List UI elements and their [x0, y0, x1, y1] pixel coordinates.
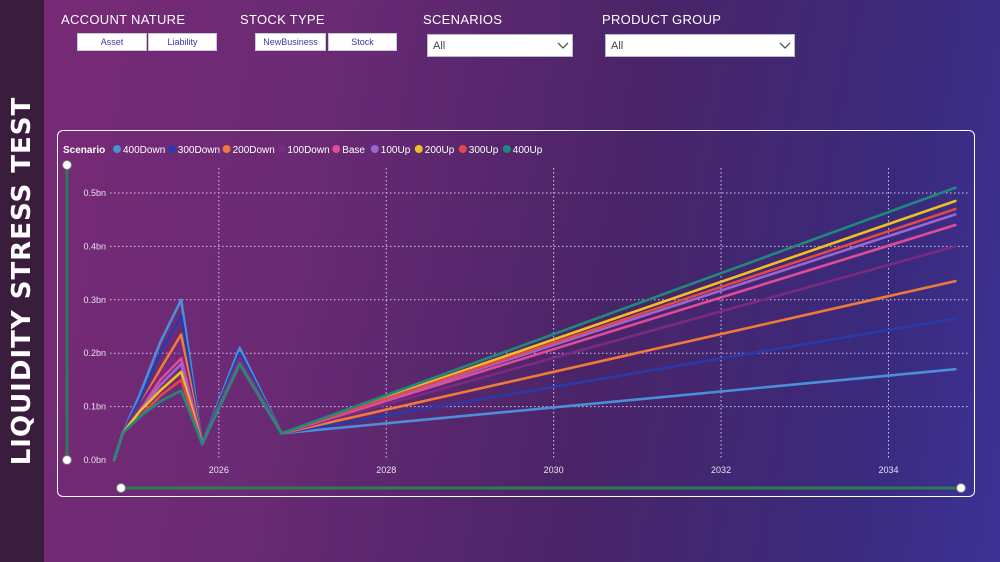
series-line-200Up[interactable] — [112, 199, 957, 462]
scenarios-dropdown[interactable]: All — [427, 34, 573, 57]
x-tick-label: 2032 — [711, 465, 731, 475]
series-line-300Down[interactable] — [112, 314, 957, 462]
legend-marker — [370, 145, 379, 153]
x-tick-label: 2028 — [376, 465, 396, 475]
stock-type-stock-button[interactable]: Stock — [328, 33, 397, 51]
y-tick-label: 0.3bn — [83, 295, 106, 305]
legend-item-label[interactable]: 400Down — [123, 145, 165, 156]
account-nature-liability-button[interactable]: Liability — [148, 33, 217, 51]
legend-marker — [113, 145, 121, 153]
chart-container — [57, 130, 975, 497]
account-nature-label: ACCOUNT NATURE — [61, 12, 186, 27]
account-nature-asset-button[interactable]: Asset — [77, 33, 147, 51]
side-bar: LIQUIDITY STRESS TEST — [0, 0, 44, 562]
legend-item-label[interactable]: 200Up — [425, 145, 455, 156]
legend-item-label[interactable]: 300Up — [469, 145, 499, 156]
legend-marker — [277, 145, 286, 153]
x-tick-label: 2026 — [209, 465, 229, 475]
y-range-slider-handle-bottom[interactable] — [62, 455, 72, 465]
legend-item-label[interactable]: 200Down — [233, 145, 275, 156]
legend-item-label[interactable]: Base — [342, 145, 365, 156]
legend-marker — [332, 145, 341, 153]
legend-item-label[interactable]: 100Up — [381, 145, 411, 156]
scenarios-label: SCENARIOS — [423, 12, 503, 27]
chart-legend: Scenario 400Down 300Down 200Down 100Down Bas… — [63, 145, 543, 156]
stock-type-newbusiness-button[interactable]: NewBusiness — [255, 33, 326, 51]
x-tick-label: 2034 — [878, 465, 898, 475]
product-group-dropdown[interactable]: All — [605, 34, 795, 57]
y-tick-label: 0.2bn — [83, 348, 106, 358]
x-axis: 2026 2028 2030 2032 2034 — [209, 465, 899, 475]
series-line-400Up[interactable] — [112, 186, 957, 462]
y-tick-label: 0.4bn — [83, 241, 106, 251]
legend-marker — [502, 145, 511, 153]
stock-type-label: STOCK TYPE — [240, 12, 325, 27]
legend-marker — [167, 145, 176, 153]
x-range-slider-handle-right[interactable] — [956, 483, 966, 493]
legend-marker — [222, 145, 231, 153]
x-range-slider-handle-left[interactable] — [116, 483, 126, 493]
y-tick-label: 0.0bn — [83, 455, 106, 465]
product-group-selected-value: All — [611, 39, 624, 52]
legend-marker — [414, 145, 423, 153]
y-range-slider-handle-top[interactable] — [62, 160, 72, 170]
y-tick-label: 0.1bn — [83, 402, 106, 412]
chart-series — [112, 186, 957, 462]
chevron-down-icon — [557, 42, 569, 49]
y-tick-label: 0.5bn — [83, 188, 106, 198]
legend-item-label[interactable]: 300Down — [178, 145, 220, 156]
legend-item-label[interactable]: 100Down — [287, 145, 329, 156]
series-line-200Down[interactable] — [112, 279, 957, 462]
chart-grid — [110, 168, 968, 460]
y-axis: 0.0bn 0.1bn 0.2bn 0.3bn 0.4bn 0.5bn — [83, 188, 106, 465]
x-tick-label: 2030 — [544, 465, 564, 475]
legend-marker — [458, 145, 467, 153]
series-line-400Down[interactable] — [112, 298, 957, 462]
chevron-down-icon — [779, 42, 791, 49]
legend-title: Scenario — [63, 145, 105, 156]
series-line-Base[interactable] — [112, 223, 957, 462]
scenarios-selected-value: All — [433, 39, 446, 52]
product-group-label: PRODUCT GROUP — [602, 12, 722, 27]
legend-item-label[interactable]: 400Up — [513, 145, 543, 156]
